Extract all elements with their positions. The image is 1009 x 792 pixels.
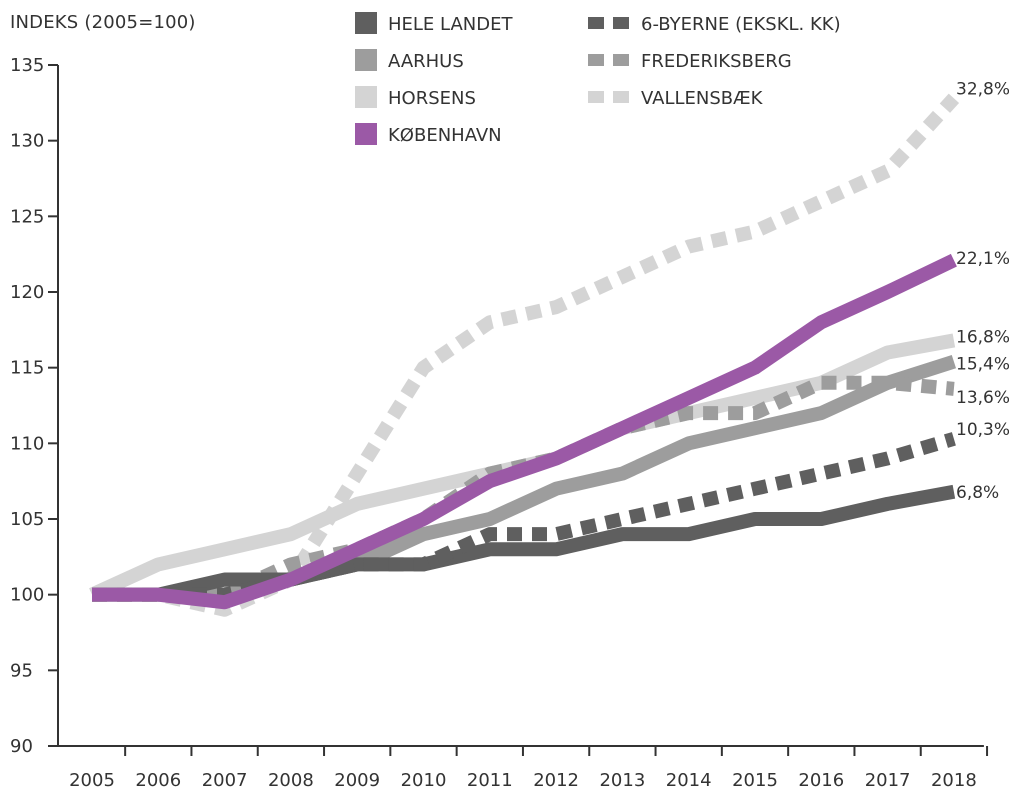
end-label-5: 13,6% — [956, 388, 1009, 408]
y-tick-label: 100 — [10, 585, 44, 606]
legend-label-4: 6-BYERNE (EKSKL. KK) — [641, 14, 841, 35]
legend-label-0: HELE LANDET — [388, 14, 513, 35]
legend-label-6: VALLENSBÆK — [641, 88, 764, 109]
end-label-0: 6,8% — [956, 483, 999, 503]
y-tick-label: 120 — [10, 282, 44, 303]
y-tick-label: 130 — [10, 131, 44, 152]
x-tick-label: 2011 — [467, 770, 513, 791]
legend-swatch-1 — [355, 49, 377, 71]
y-tick-label: 105 — [10, 509, 44, 530]
y-tick-label: 110 — [10, 433, 44, 454]
legend-swatch-0 — [355, 12, 377, 34]
series-line-4 — [92, 432, 956, 602]
series-line-6 — [92, 93, 960, 617]
series-line-0 — [92, 484, 956, 602]
series-line-3 — [92, 253, 957, 610]
legend-swatch-2 — [355, 86, 377, 108]
x-tick-label: 2006 — [135, 770, 181, 791]
x-tick-label: 2012 — [533, 770, 579, 791]
legend-label-1: AARHUS — [388, 51, 464, 72]
x-tick-label: 2009 — [334, 770, 380, 791]
x-tick-label: 2013 — [599, 770, 645, 791]
x-tick-label: 2017 — [865, 770, 911, 791]
y-tick-label: 125 — [10, 206, 44, 227]
y-axis-title: INDEKS (2005=100) — [10, 12, 196, 33]
legend-label-3: KØBENHAVN — [388, 125, 502, 146]
x-tick-label: 2010 — [401, 770, 447, 791]
end-label-6: 32,8% — [956, 79, 1009, 99]
legend-swatch-3 — [355, 123, 377, 145]
x-tick-label: 2014 — [666, 770, 712, 791]
end-label-4: 10,3% — [956, 420, 1009, 440]
y-tick-label: 135 — [10, 55, 44, 76]
x-tick-label: 2015 — [732, 770, 778, 791]
legend-label-5: FREDERIKSBERG — [641, 51, 792, 72]
y-tick-label: 95 — [10, 660, 33, 681]
legend-label-2: HORSENS — [388, 88, 476, 109]
x-tick-label: 2016 — [798, 770, 844, 791]
y-tick-label: 115 — [10, 358, 44, 379]
end-label-1: 15,4% — [956, 355, 1009, 375]
end-label-2: 16,8% — [956, 327, 1009, 347]
axes: 90 95 100 105 110 115 120 125 130 135 2005 2006 2007… — [10, 55, 989, 791]
x-tick-label: 2008 — [268, 770, 314, 791]
series-line-1 — [92, 354, 957, 602]
x-tick-label: 2018 — [931, 770, 977, 791]
x-tick-label: 2005 — [69, 770, 115, 791]
end-label-3: 22,1% — [956, 249, 1009, 269]
legend: HELE LANDET AARHUS HORSENS KØBENHAVN 6-BYERN… — [355, 12, 841, 146]
x-tick-label: 2007 — [202, 770, 248, 791]
end-labels: 6,8% 15,4% 16,8% 22,1% 10,3% 13,6% 32,8% — [956, 79, 1009, 502]
series-layer — [89, 93, 960, 617]
y-tick-label: 90 — [10, 736, 33, 757]
